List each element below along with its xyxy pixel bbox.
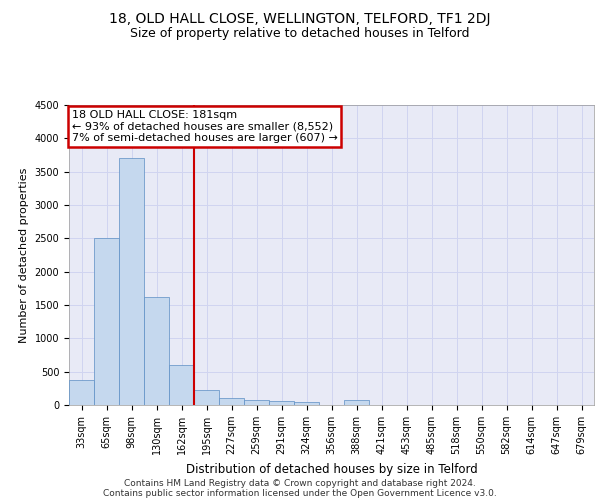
Text: Size of property relative to detached houses in Telford: Size of property relative to detached ho…: [130, 28, 470, 40]
Text: 18, OLD HALL CLOSE, WELLINGTON, TELFORD, TF1 2DJ: 18, OLD HALL CLOSE, WELLINGTON, TELFORD,…: [109, 12, 491, 26]
Bar: [219, 398, 244, 405]
Bar: [344, 400, 369, 405]
Text: Contains public sector information licensed under the Open Government Licence v3: Contains public sector information licen…: [103, 488, 497, 498]
Bar: [244, 400, 269, 405]
Bar: [169, 365, 194, 405]
Text: Contains HM Land Registry data © Crown copyright and database right 2024.: Contains HM Land Registry data © Crown c…: [124, 478, 476, 488]
Text: 18 OLD HALL CLOSE: 181sqm
← 93% of detached houses are smaller (8,552)
7% of sem: 18 OLD HALL CLOSE: 181sqm ← 93% of detac…: [71, 110, 337, 142]
Bar: [94, 238, 119, 405]
X-axis label: Distribution of detached houses by size in Telford: Distribution of detached houses by size …: [185, 462, 478, 475]
Bar: [194, 390, 219, 405]
Bar: [269, 402, 294, 405]
Bar: [294, 402, 319, 405]
Y-axis label: Number of detached properties: Number of detached properties: [19, 168, 29, 342]
Bar: [144, 297, 169, 405]
Bar: [119, 158, 144, 405]
Bar: [69, 380, 94, 405]
